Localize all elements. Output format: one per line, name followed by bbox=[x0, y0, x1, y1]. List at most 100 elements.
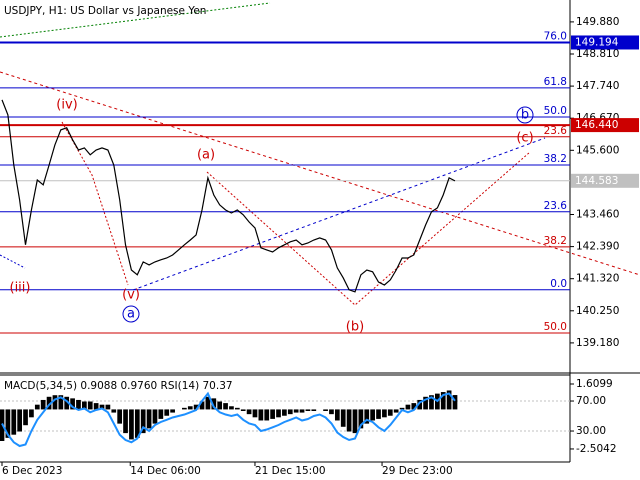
wave-label: (c) bbox=[516, 131, 533, 146]
level-label: 50.0 bbox=[544, 321, 567, 333]
macd-bar bbox=[340, 409, 346, 427]
macd-bar bbox=[276, 409, 281, 418]
macd-bar bbox=[429, 395, 434, 410]
trend-line bbox=[0, 254, 26, 269]
macd-bar bbox=[152, 409, 158, 424]
wave-circle bbox=[122, 305, 140, 323]
macd-bar bbox=[287, 409, 293, 415]
macd-bar bbox=[376, 409, 381, 419]
macd-bar bbox=[405, 404, 411, 410]
level-label: 38.2 bbox=[544, 153, 567, 165]
price-box bbox=[571, 35, 639, 50]
y-tick-label: 139.180 bbox=[576, 337, 619, 349]
macd-bar bbox=[117, 409, 123, 424]
macd-bar bbox=[87, 401, 93, 410]
macd-bar bbox=[58, 395, 64, 410]
wave-line bbox=[206, 151, 531, 306]
macd-bar bbox=[440, 392, 446, 410]
level-label: 23.6 bbox=[544, 200, 568, 212]
macd-bar bbox=[70, 398, 75, 410]
macd-bar bbox=[346, 409, 352, 432]
indicator-title: MACD(5,34,5) 0.9088 0.9760 RSI(14) 70.37 bbox=[4, 380, 233, 392]
wave-label: b bbox=[521, 108, 529, 123]
macd-bar bbox=[11, 409, 17, 435]
wave-label: (b) bbox=[346, 320, 364, 335]
macd-bar bbox=[240, 409, 246, 411]
macd-bar bbox=[364, 409, 370, 424]
level-label: 38.2 bbox=[544, 235, 567, 247]
macd-bar bbox=[299, 409, 305, 413]
chart-title: USDJPY, H1: US Dollar vs Japanese Yen bbox=[4, 5, 206, 17]
price-box bbox=[571, 173, 639, 188]
macd-bar bbox=[76, 399, 81, 410]
macd-bar bbox=[105, 404, 111, 410]
y-tick-label: 141.320 bbox=[576, 273, 619, 285]
macd-bar bbox=[170, 409, 175, 413]
macd-bar bbox=[93, 403, 99, 410]
macd-bar bbox=[111, 409, 117, 413]
macd-bar bbox=[252, 409, 258, 418]
macd-bar bbox=[223, 403, 228, 410]
y-tick-label: 140.250 bbox=[576, 305, 619, 317]
macd-bar bbox=[229, 406, 234, 410]
macd-bar bbox=[99, 404, 105, 410]
price-box-label: 144.583 bbox=[575, 175, 618, 187]
macd-bar bbox=[123, 409, 128, 434]
macd-bar bbox=[329, 409, 334, 415]
macd-bar bbox=[205, 396, 211, 410]
macd-bar bbox=[146, 409, 152, 429]
trend-line bbox=[0, 2, 271, 38]
macd-bar bbox=[358, 409, 364, 429]
y-tick-label: 145.600 bbox=[576, 144, 619, 156]
wave-label: (iv) bbox=[56, 98, 77, 113]
x-tick-label: 14 Dec 06:00 bbox=[130, 465, 201, 477]
wave-label: (a) bbox=[197, 148, 215, 163]
macd-bar bbox=[311, 409, 317, 411]
macd-bar bbox=[134, 409, 140, 438]
macd-bar bbox=[293, 409, 299, 413]
macd-bar bbox=[187, 406, 193, 410]
macd-bar bbox=[29, 409, 34, 418]
y-tick-label: 143.460 bbox=[576, 209, 619, 221]
macd-bar bbox=[193, 404, 199, 410]
macd-bar bbox=[34, 404, 40, 410]
wave-label: a bbox=[127, 307, 135, 322]
macd-bar bbox=[5, 409, 11, 438]
level-label: 76.0 bbox=[544, 30, 567, 42]
macd-bar bbox=[234, 407, 240, 410]
macd-bar bbox=[82, 401, 87, 410]
macd-bar bbox=[305, 409, 311, 411]
macd-bar bbox=[246, 409, 252, 415]
trend-line bbox=[0, 71, 640, 276]
macd-bar bbox=[282, 409, 287, 416]
y-tick-label: 147.740 bbox=[576, 80, 619, 92]
y-tick-label: 142.390 bbox=[576, 241, 619, 253]
macd-bar bbox=[164, 409, 170, 416]
macd-bar bbox=[129, 409, 134, 440]
y-tick-label: 30.00 bbox=[576, 425, 606, 437]
level-label: 61.8 bbox=[544, 76, 567, 88]
y-tick-label: 1.6099 bbox=[576, 378, 613, 390]
x-tick-label: 29 Dec 23:00 bbox=[382, 465, 453, 477]
y-tick-label: 148.810 bbox=[576, 48, 619, 60]
price-box-label: 149.194 bbox=[575, 36, 619, 48]
wave-label: (v) bbox=[122, 288, 140, 303]
macd-bar bbox=[393, 409, 399, 413]
macd-bar bbox=[23, 409, 28, 426]
macd-bar bbox=[217, 401, 223, 410]
macd-bar bbox=[334, 409, 340, 421]
price-line bbox=[1, 99, 456, 293]
macd-bar bbox=[323, 409, 328, 411]
macd-bar bbox=[40, 399, 46, 410]
macd-bar bbox=[423, 396, 428, 410]
y-tick-label: 70.00 bbox=[576, 395, 606, 407]
macd-bar bbox=[140, 409, 146, 434]
macd-bar bbox=[452, 395, 458, 410]
price-box bbox=[571, 118, 639, 133]
wave-label: (iii) bbox=[10, 281, 31, 296]
y-tick-label: 149.880 bbox=[576, 16, 619, 28]
macd-bar bbox=[411, 403, 417, 410]
